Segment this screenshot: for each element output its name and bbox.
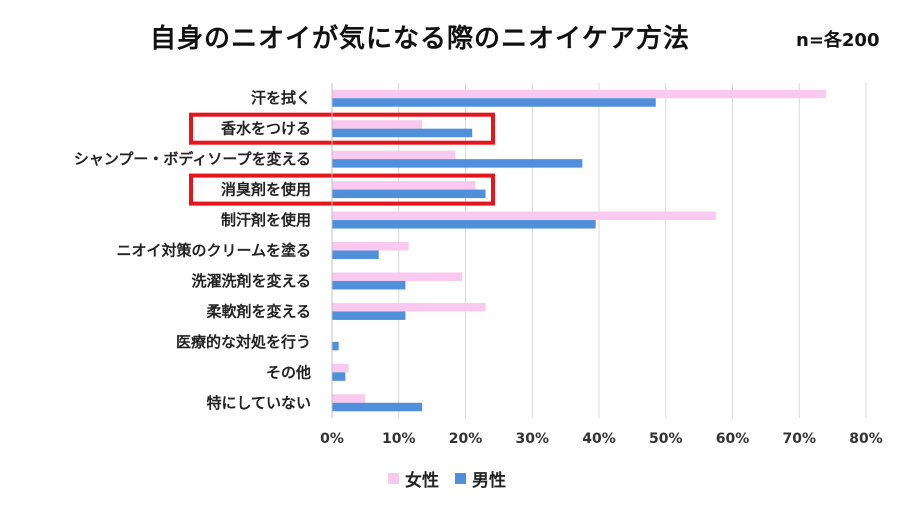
legend-swatch-female xyxy=(388,473,399,484)
sample-size-note: n=各200 xyxy=(796,30,880,51)
legend-item-male: 男性 xyxy=(455,466,506,491)
bar-male xyxy=(332,250,379,259)
bar-male xyxy=(332,311,406,320)
category-label: 消臭剤を使用 xyxy=(221,181,311,199)
legend-label-female: 女性 xyxy=(405,471,439,491)
bar-female xyxy=(332,242,409,251)
bar-female xyxy=(332,394,366,403)
legend-label-male: 男性 xyxy=(472,471,506,491)
x-tick-label: 60% xyxy=(716,431,750,447)
bar-male xyxy=(332,159,583,168)
chart-title: 自身のニオイが気になる際のニオイケア方法 xyxy=(150,24,691,54)
category-label: 医療的な対処を行う xyxy=(176,333,311,351)
x-tick-label: 80% xyxy=(849,431,883,447)
bar-female xyxy=(332,150,456,160)
x-tick-label: 20% xyxy=(449,431,483,447)
bar-male xyxy=(332,128,473,138)
bar-male xyxy=(332,220,596,229)
bar-male xyxy=(332,280,406,290)
bar-female xyxy=(332,89,826,99)
category-label: シャンプー・ボディソープを変える xyxy=(74,150,311,168)
highlight-box xyxy=(189,173,495,206)
category-label: ニオイ対策のクリームを塗る xyxy=(116,242,311,260)
bar-male xyxy=(332,402,423,412)
bar-female xyxy=(332,302,486,312)
bar-male xyxy=(332,189,486,199)
category-label: 汗を拭く xyxy=(251,89,311,107)
bar-female xyxy=(332,211,716,221)
x-tick-label: 40% xyxy=(582,431,616,447)
x-tick-label: 70% xyxy=(782,431,816,447)
bar-male xyxy=(332,341,339,351)
category-label: 香水をつける xyxy=(221,120,311,138)
highlight-box xyxy=(189,112,495,145)
bar-female xyxy=(332,272,463,281)
bar-female xyxy=(332,120,423,129)
bar-female xyxy=(332,363,349,373)
category-label: その他 xyxy=(266,363,311,381)
bar-male xyxy=(332,98,656,107)
x-tick-label: 10% xyxy=(382,431,416,447)
category-label: 制汗剤を使用 xyxy=(221,211,311,229)
x-tick-label: 0% xyxy=(320,431,344,447)
legend: 女性 男性 xyxy=(388,466,506,491)
bar-female xyxy=(332,181,476,190)
category-label: 柔軟剤を変える xyxy=(206,302,311,320)
category-label: 洗濯洗剤を変える xyxy=(191,272,311,290)
bar-male xyxy=(332,372,346,381)
legend-item-female: 女性 xyxy=(388,466,439,491)
category-label: 特にしていない xyxy=(206,394,311,412)
x-tick-label: 30% xyxy=(515,431,549,447)
x-tick-label: 50% xyxy=(649,431,683,447)
legend-swatch-male xyxy=(455,473,466,484)
